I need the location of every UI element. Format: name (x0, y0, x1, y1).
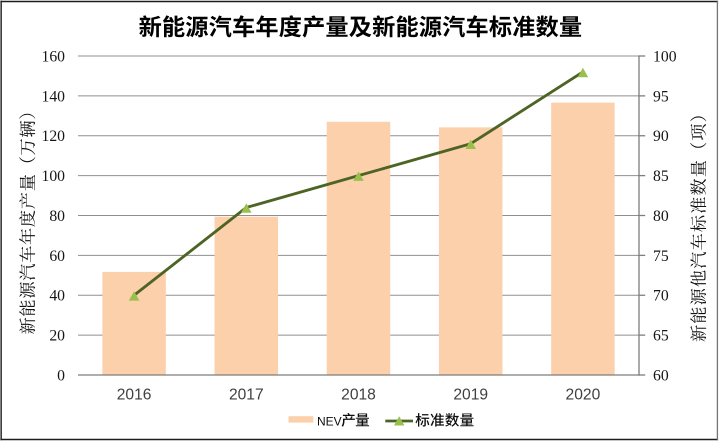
svg-text:140: 140 (41, 88, 65, 105)
svg-text:2018: 2018 (341, 386, 376, 403)
svg-text:100: 100 (653, 48, 677, 65)
svg-text:60: 60 (49, 248, 65, 265)
svg-text:90: 90 (653, 128, 669, 145)
svg-text:80: 80 (49, 208, 65, 225)
svg-text:2017: 2017 (229, 386, 264, 403)
svg-text:0: 0 (57, 367, 65, 384)
svg-text:NEV: NEV (317, 414, 342, 428)
svg-text:160: 160 (41, 48, 65, 65)
svg-text:65: 65 (653, 328, 669, 345)
svg-text:20: 20 (49, 328, 65, 345)
svg-text:80: 80 (653, 208, 669, 225)
svg-text:85: 85 (653, 168, 669, 185)
svg-text:70: 70 (653, 288, 669, 305)
svg-text:95: 95 (653, 88, 669, 105)
svg-text:100: 100 (41, 168, 65, 185)
svg-text:2020: 2020 (566, 386, 601, 403)
svg-text:60: 60 (653, 367, 669, 384)
svg-text:2019: 2019 (453, 386, 488, 403)
svg-text:120: 120 (41, 128, 65, 145)
svg-text:2016: 2016 (117, 386, 152, 403)
svg-text:75: 75 (653, 248, 669, 265)
svg-text:40: 40 (49, 288, 65, 305)
